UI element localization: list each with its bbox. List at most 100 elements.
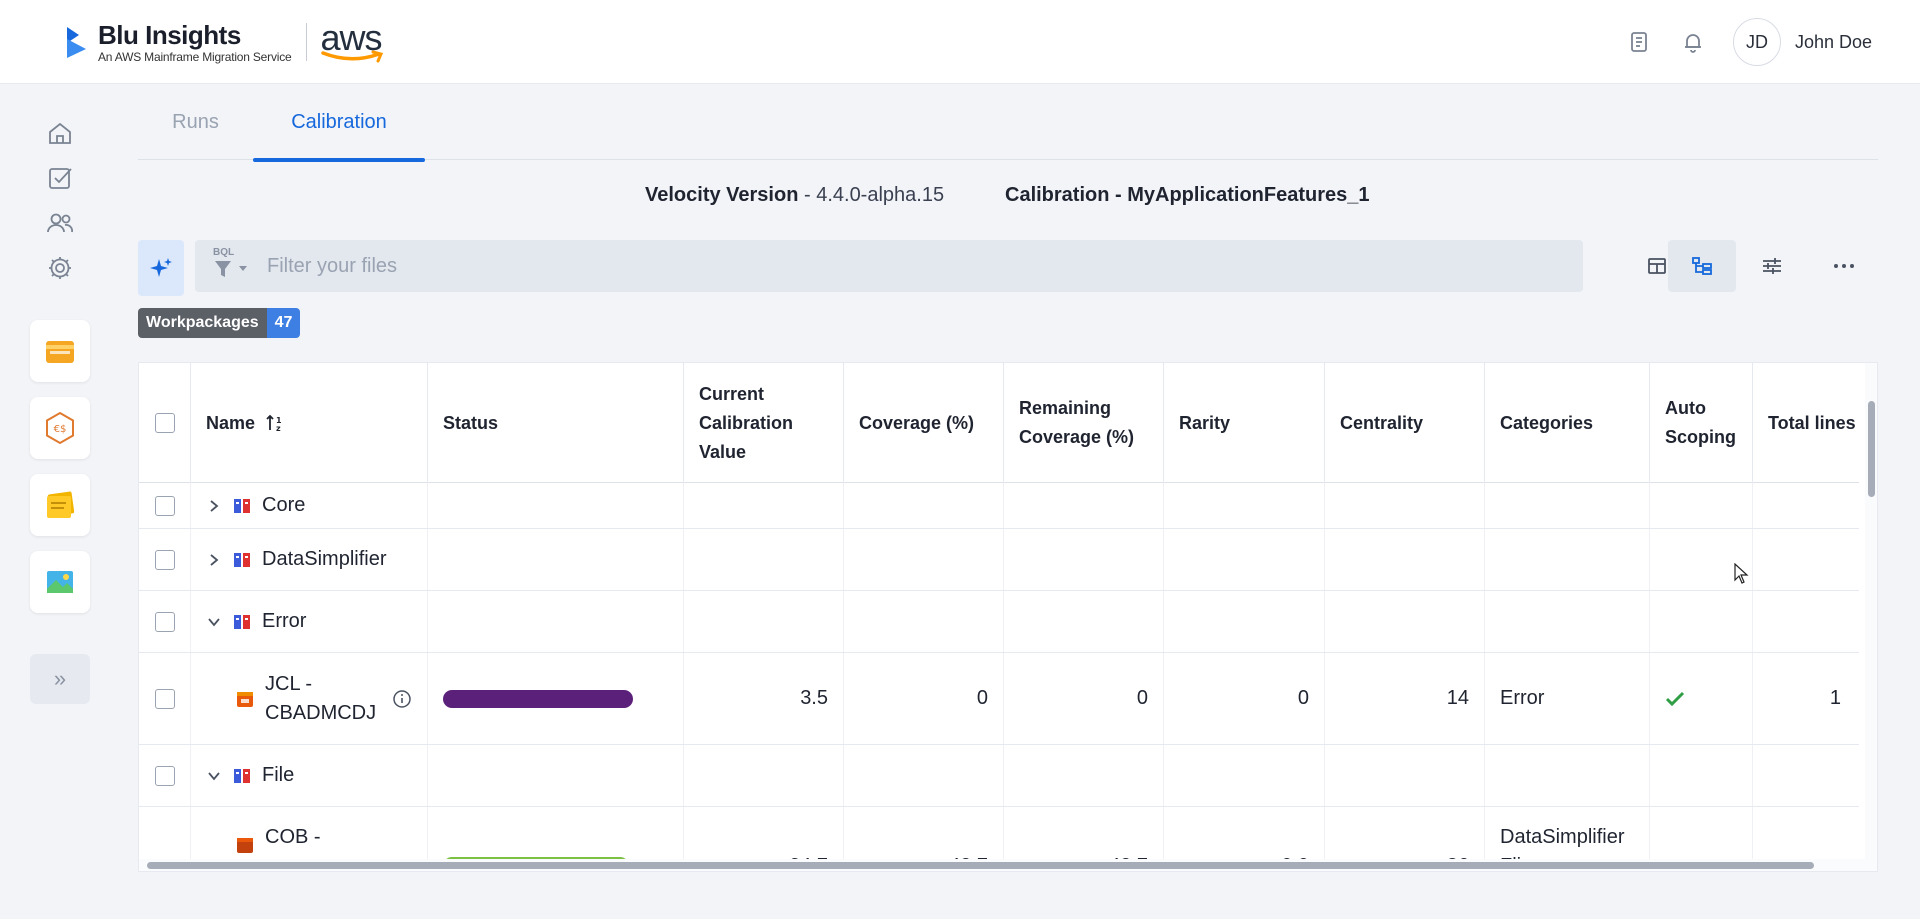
workpackage-icon <box>232 612 252 632</box>
vertical-scroll-thumb[interactable] <box>1868 401 1875 497</box>
page-titles: Velocity Version - 4.4.0-alpha.15 Calibr… <box>138 184 1878 214</box>
transformation-center-app-tile[interactable]: €$ <box>30 397 90 459</box>
select-all-checkbox[interactable] <box>154 413 175 433</box>
blu-insights-logo-icon <box>67 27 86 58</box>
user-avatar[interactable]: JD <box>1732 18 1781 66</box>
row-name: JCL - CBADMCDJ <box>265 672 377 724</box>
toolbar: BQL <box>138 240 1878 296</box>
row-name: Core <box>262 494 306 516</box>
chevron-right-icon[interactable] <box>206 498 222 514</box>
row-checkbox[interactable] <box>154 765 175 786</box>
sidebar: €$ » <box>0 84 120 919</box>
check-icon <box>1665 691 1685 706</box>
table-view-button[interactable] <box>1623 240 1691 292</box>
rarity-value: 0 <box>1164 653 1325 744</box>
col-categories[interactable]: Categories <box>1485 363 1650 483</box>
home-icon[interactable] <box>45 118 75 148</box>
table-row[interactable]: Error <box>139 591 1859 653</box>
row-name: Error <box>262 610 307 632</box>
funnel-icon <box>215 261 247 277</box>
coverage-value: 0 <box>844 653 1004 744</box>
workpackages-count: 47 <box>266 308 301 338</box>
col-total-lines[interactable]: Total lines <box>1768 412 1856 433</box>
table-row[interactable]: DataSimplifier <box>139 529 1859 591</box>
notes-app-icon <box>47 491 75 518</box>
workpackage-icon <box>232 496 252 516</box>
row-checkbox[interactable] <box>154 495 175 516</box>
chevron-down-icon[interactable] <box>206 614 222 630</box>
tree-view-icon <box>1692 257 1712 275</box>
gallery-app-tile[interactable] <box>30 551 90 613</box>
sliders-icon <box>1763 258 1781 274</box>
col-current-calibration[interactable]: Current Calibration Value <box>684 363 844 483</box>
col-coverage[interactable]: Coverage (%) <box>844 363 1004 483</box>
total-lines-value: 1 <box>1829 687 1841 709</box>
svg-text:z: z <box>276 424 281 433</box>
bell-icon[interactable] <box>1673 22 1713 62</box>
user-name[interactable]: John Doe <box>1794 31 1872 52</box>
tab-calibration[interactable]: Calibration <box>253 84 425 162</box>
image-app-icon <box>47 571 73 593</box>
brand-logo[interactable]: Blu Insights An AWS Mainframe Migration … <box>64 14 387 70</box>
ai-assist-button[interactable] <box>138 240 184 296</box>
row-checkbox[interactable] <box>154 688 175 709</box>
row-name: DataSimplifier <box>262 548 387 570</box>
mouse-cursor-icon <box>1734 563 1749 584</box>
col-status[interactable]: Status <box>428 363 684 483</box>
table-body: Core DataSimplifier <box>139 483 1859 871</box>
col-remaining-coverage[interactable]: Remaining Coverage (%) <box>1004 363 1164 483</box>
aws-wordmark: aws <box>320 17 383 58</box>
table-row[interactable]: JCL - CBADMCDJ 3.5 0 0 0 14 Error 1 <box>139 653 1859 745</box>
expand-sidebar-button[interactable]: » <box>30 654 90 704</box>
hexagon-app-icon: €$ <box>46 411 74 445</box>
info-icon[interactable] <box>392 689 412 709</box>
table-row[interactable]: Core <box>139 483 1859 529</box>
horizontal-scrollbar[interactable] <box>139 859 1867 871</box>
remaining-coverage-value: 0 <box>1004 653 1164 744</box>
more-icon <box>1834 264 1854 268</box>
cobol-file-icon <box>235 835 255 855</box>
codebase-app-tile[interactable] <box>30 320 90 382</box>
auto-scoping-cell <box>1650 653 1753 744</box>
notes-app-tile[interactable] <box>30 474 90 536</box>
users-icon[interactable] <box>45 208 75 238</box>
docs-icon[interactable] <box>1619 22 1659 62</box>
svg-text:1: 1 <box>276 416 282 425</box>
col-auto-scoping[interactable]: Auto Scoping <box>1650 363 1753 483</box>
row-checkbox[interactable] <box>154 611 175 632</box>
vertical-scrollbar[interactable] <box>1865 363 1877 871</box>
aws-logo: aws <box>321 20 387 64</box>
settings-icon[interactable] <box>45 253 75 283</box>
brand-subtitle: An AWS Mainframe Migration Service <box>98 50 292 64</box>
velocity-label: Velocity Version <box>645 184 799 206</box>
col-centrality[interactable]: Centrality <box>1325 363 1485 483</box>
column-settings-button[interactable] <box>1738 240 1806 292</box>
more-options-button[interactable] <box>1810 240 1878 292</box>
table-row[interactable]: File <box>139 745 1859 807</box>
sort-icon[interactable]: 1z <box>265 413 285 433</box>
tasks-icon[interactable] <box>45 163 75 193</box>
centrality-value: 14 <box>1325 653 1485 744</box>
bql-label: BQL <box>213 247 235 258</box>
svg-text:€$: €$ <box>54 424 67 435</box>
category-value: Error <box>1485 653 1650 744</box>
horizontal-scroll-thumb[interactable] <box>147 862 1814 869</box>
logo-divider <box>305 23 307 61</box>
tree-view-button[interactable] <box>1668 240 1736 292</box>
tab-runs[interactable]: Runs <box>172 110 219 133</box>
calibration-title: Calibration - MyApplicationFeatures_1 <box>1005 184 1370 207</box>
row-checkbox[interactable] <box>154 549 175 570</box>
col-rarity[interactable]: Rarity <box>1164 363 1325 483</box>
bql-filter-toggle[interactable]: BQL <box>213 247 253 281</box>
workpackage-icon <box>232 550 252 570</box>
main-content: Runs Calibration Velocity Version - 4.4.… <box>138 84 1878 919</box>
chevron-right-icon[interactable] <box>206 552 222 568</box>
workpackage-icon <box>232 766 252 786</box>
aws-smile-icon <box>320 50 383 63</box>
filter-bar: BQL <box>195 240 1583 292</box>
chevron-down-icon[interactable] <box>206 768 222 784</box>
filter-input[interactable] <box>267 254 1467 278</box>
